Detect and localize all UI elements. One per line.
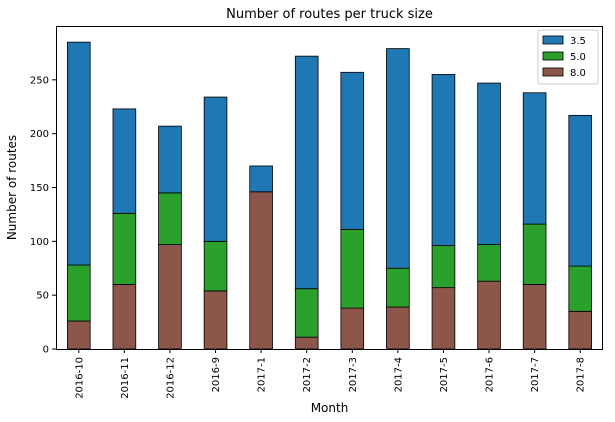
x-tick-label: 2017-2 — [302, 357, 313, 392]
bar-segment-8-0-2016-9 — [203, 290, 228, 350]
bar-segment-8-0-2017-7 — [522, 283, 547, 350]
bar-segment-5-0-2017-8 — [568, 265, 593, 312]
y-tick-label: 0 — [43, 345, 49, 356]
bar-segment-5-0-2016-12 — [158, 192, 182, 245]
x-axis-label: Month — [311, 401, 349, 415]
bar-segment-3-5-2016-12 — [158, 125, 182, 194]
y-tick-label: 100 — [30, 237, 49, 248]
y-tick-label: 250 — [30, 75, 49, 86]
legend-swatch — [542, 51, 564, 61]
x-tick-label: 2016-11 — [120, 357, 131, 399]
legend-label: 8.0 — [570, 68, 586, 79]
bar-segment-8-0-2016-11 — [112, 283, 137, 350]
y-axis-label: Number of routes — [5, 135, 19, 240]
bar-segment-8-0-2017-3 — [340, 307, 365, 350]
x-tick-label: 2017-8 — [576, 357, 587, 392]
bar-segment-8-0-2017-1 — [249, 191, 273, 350]
bar-segment-5-0-2017-5 — [431, 245, 456, 289]
bar-segment-3-5-2016-9 — [203, 96, 228, 242]
bar-segment-5-0-2017-4 — [386, 267, 410, 308]
x-tick-label: 2017-4 — [393, 357, 404, 392]
bar-segment-5-0-2017-3 — [340, 229, 365, 309]
bar-segment-8-0-2017-5 — [431, 287, 456, 350]
bars-group — [66, 41, 593, 350]
bar-segment-5-0-2016-10 — [66, 264, 91, 322]
x-tick-label: 2017-5 — [439, 357, 450, 392]
bar-segment-8-0-2017-2 — [294, 336, 319, 350]
x-tick-label: 2017-3 — [348, 357, 359, 392]
x-tick-label: 2016-12 — [165, 357, 176, 399]
chart-title: Number of routes per truck size — [226, 7, 433, 22]
bar-segment-8-0-2016-10 — [66, 320, 91, 350]
bar-segment-3-5-2017-7 — [522, 92, 547, 225]
y-tick-label: 150 — [30, 183, 49, 194]
bar-segment-3-5-2017-4 — [386, 48, 410, 269]
bar-segment-5-0-2016-11 — [112, 212, 137, 285]
legend: 3.5 5.0 8.0 — [537, 29, 599, 85]
bar-segment-3-5-2017-5 — [431, 74, 456, 247]
bar-segment-5-0-2016-9 — [203, 240, 228, 292]
bar-segment-8-0-2017-6 — [477, 280, 501, 350]
legend-label: 3.5 — [570, 36, 586, 47]
bar-segment-8-0-2017-4 — [386, 306, 410, 350]
bar-segment-3-5-2017-8 — [568, 114, 593, 267]
y-tick-label: 50 — [36, 291, 49, 302]
bar-segment-3-5-2017-3 — [340, 71, 365, 230]
legend-label: 5.0 — [570, 52, 586, 63]
bar-segment-3-5-2017-2 — [294, 55, 319, 290]
x-tick-label: 2016-10 — [74, 357, 85, 399]
bar-segment-8-0-2016-12 — [158, 244, 182, 350]
bar-segment-3-5-2016-10 — [66, 41, 91, 266]
bar-segment-3-5-2016-11 — [112, 108, 137, 214]
x-tick-label: 2016-9 — [211, 357, 222, 392]
bar-segment-3-5-2017-6 — [477, 82, 501, 245]
x-tick-label: 2017-6 — [485, 357, 496, 392]
bar-segment-5-0-2017-7 — [522, 223, 547, 285]
legend-swatch — [542, 35, 564, 45]
plot-frame — [56, 26, 603, 350]
x-tick-label: 2017-1 — [257, 357, 268, 392]
legend-swatch — [542, 67, 564, 77]
bar-segment-8-0-2017-8 — [568, 310, 593, 350]
y-axis: 0 50 100 150 200 250 — [30, 75, 56, 356]
x-axis: 2016-10 2016-11 2016-12 2016-9 2017-1 2017-2 2… — [74, 349, 587, 399]
x-tick-label: 2017-7 — [530, 357, 541, 392]
bar-segment-5-0-2017-6 — [477, 244, 501, 282]
bar-segment-3-5-2017-1 — [249, 165, 273, 193]
y-tick-label: 200 — [30, 129, 49, 140]
bar-segment-5-0-2017-2 — [294, 288, 319, 338]
